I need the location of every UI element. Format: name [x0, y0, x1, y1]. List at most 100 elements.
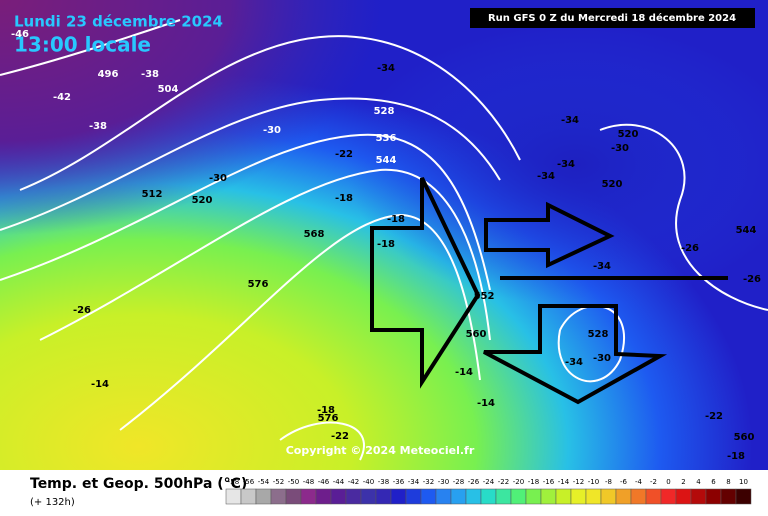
contour-label: -34	[537, 171, 555, 182]
geopotential-contours	[0, 19, 768, 461]
contour-label: -30	[209, 173, 227, 184]
contour-label: -26	[743, 274, 761, 285]
legend-swatch	[270, 488, 287, 505]
run-box	[470, 8, 755, 28]
legend-label: -16	[543, 478, 555, 486]
copyright: Copyright © 2024 Meteociel.fr	[286, 444, 475, 457]
contour	[0, 97, 501, 231]
arrow-west	[483, 304, 668, 405]
contour	[0, 133, 491, 291]
legend-swatch	[345, 488, 362, 505]
contour-label: -26	[681, 243, 699, 254]
legend-label: 0	[666, 478, 670, 486]
legend-swatch	[420, 488, 437, 505]
legend-label: -42	[348, 478, 359, 486]
contour-label: -30	[611, 143, 629, 154]
legend-swatch	[465, 488, 482, 505]
legend-swatch	[675, 488, 692, 505]
contour	[599, 123, 768, 311]
contour-label: -18	[377, 239, 395, 250]
legend-swatch	[285, 488, 302, 505]
legend-swatch	[555, 488, 572, 505]
legend-label: -34	[408, 478, 420, 486]
contour-label: -14	[455, 367, 473, 378]
contour-label: 560	[466, 329, 487, 340]
legend-label: -2	[650, 478, 657, 486]
contour	[0, 19, 181, 76]
contour-label: 512	[142, 189, 163, 200]
contour-label: 544	[376, 155, 397, 166]
legend-swatch	[360, 488, 377, 505]
legend-label: -20	[513, 478, 524, 486]
legend-label: -52	[273, 478, 284, 486]
legend-swatch	[720, 488, 737, 505]
legend-swatch	[510, 488, 527, 505]
legend-swatch	[390, 488, 407, 505]
contour-label: -34	[565, 357, 583, 368]
legend-label: -14	[558, 478, 570, 486]
legend-label: -8	[605, 478, 612, 486]
contour-label: 496	[98, 69, 119, 80]
contour-label: -18	[317, 405, 335, 416]
contour	[19, 35, 521, 191]
contour-label: 536	[376, 133, 397, 144]
legend-swatch	[585, 488, 602, 505]
cold-core	[0, 0, 768, 470]
date: Lundi 23 décembre 2024	[14, 13, 223, 31]
legend-swatch	[435, 488, 452, 505]
contour-label: -34	[557, 159, 575, 170]
legend-label: 6	[711, 478, 716, 486]
legend-swatch	[315, 488, 332, 505]
legend-label: -10	[588, 478, 599, 486]
contour-label: -18	[335, 193, 353, 204]
contour	[119, 213, 481, 431]
legend-label: -54	[258, 478, 270, 486]
contour-label: 544	[736, 225, 757, 236]
arrows	[370, 177, 728, 405]
contour-label: -22	[331, 431, 349, 442]
run-info: Run GFS 0 Z du Mercredi 18 décembre 2024	[488, 12, 736, 24]
contour-label: 520	[192, 195, 213, 206]
legend-label: -32	[423, 478, 434, 486]
contour-label: 520	[618, 129, 639, 140]
legend-swatch	[525, 488, 542, 505]
legend-swatch	[255, 488, 272, 505]
legend-swatch	[600, 488, 617, 505]
legend-label: 10	[739, 478, 748, 486]
legend-label: -26	[468, 478, 480, 486]
legend-swatch	[450, 488, 467, 505]
legend-swatch	[660, 488, 677, 505]
legend-label: -4	[635, 478, 643, 486]
legend-label: 4	[696, 478, 701, 486]
contour-label: 576	[318, 413, 339, 424]
contour-label: 560	[734, 432, 755, 443]
legend-swatch	[645, 488, 662, 505]
legend-swatch	[480, 488, 497, 505]
contour-label: -30	[593, 353, 611, 364]
footer-title: Temp. et Geop. 500hPa (°C)	[30, 476, 247, 492]
legend-label: -22	[498, 478, 509, 486]
contour-label: 528	[588, 329, 609, 340]
legend-swatch	[540, 488, 557, 505]
legend-label: 2	[681, 478, 685, 486]
contour-label: -14	[91, 379, 109, 390]
legend-swatch	[240, 488, 257, 505]
contour-label: -34	[593, 261, 611, 272]
contour-label: -18	[727, 451, 745, 462]
legend-label: -24	[483, 478, 495, 486]
contour-label: -38	[89, 121, 107, 132]
legend-swatch	[570, 488, 587, 505]
legend-label: -50	[288, 478, 299, 486]
legend-label: -46	[318, 478, 330, 486]
arrow-south	[370, 177, 481, 389]
arrow-east	[484, 201, 615, 269]
contour-label: -18	[387, 214, 405, 225]
contour-label: -14	[477, 398, 495, 409]
contour-label: 504	[158, 84, 179, 95]
contour-label: 520	[602, 179, 623, 190]
legend-label: -28	[453, 478, 464, 486]
legend-label: 8	[726, 478, 730, 486]
legend-label: -56	[243, 478, 255, 486]
legend-swatch	[630, 488, 647, 505]
